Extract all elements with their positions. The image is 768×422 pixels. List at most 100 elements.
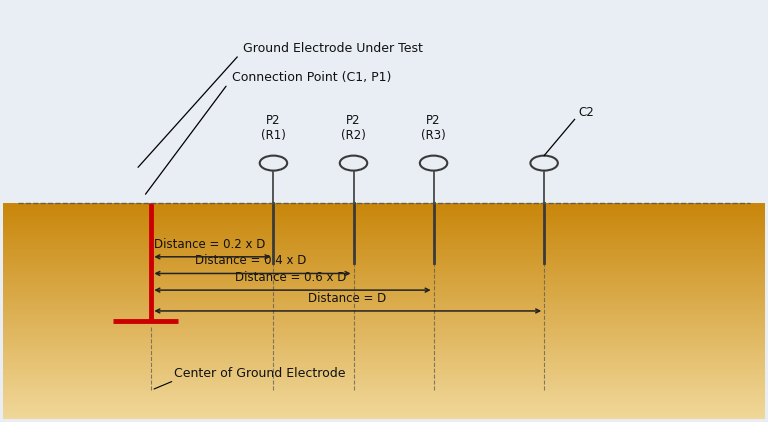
Bar	[3, 352, 765, 354]
Bar	[3, 298, 765, 300]
Bar	[3, 244, 765, 246]
Bar	[3, 233, 765, 235]
Bar	[3, 387, 765, 389]
Bar	[3, 339, 765, 341]
Bar	[3, 272, 765, 274]
Bar	[3, 229, 765, 231]
Bar	[3, 330, 765, 333]
Bar	[3, 411, 765, 413]
Bar	[3, 395, 765, 398]
Bar	[3, 265, 765, 268]
Bar	[3, 220, 765, 222]
Bar	[3, 296, 765, 298]
Bar	[3, 270, 765, 272]
Text: Distance = 0.2 x D: Distance = 0.2 x D	[154, 238, 266, 251]
Bar	[3, 311, 765, 313]
Bar	[3, 307, 765, 309]
Bar	[3, 337, 765, 339]
Text: C2: C2	[578, 106, 594, 119]
Bar	[3, 289, 765, 292]
Bar	[3, 391, 765, 393]
Bar	[3, 402, 765, 404]
Bar	[3, 324, 765, 326]
Text: P2
(R3): P2 (R3)	[421, 114, 446, 142]
Bar	[3, 326, 765, 328]
Bar	[3, 300, 765, 302]
Bar	[3, 222, 765, 225]
Bar	[3, 335, 765, 337]
Bar	[3, 263, 765, 265]
Bar	[3, 389, 765, 391]
Bar	[3, 328, 765, 330]
Bar	[3, 319, 765, 322]
Text: Connection Point (C1, P1): Connection Point (C1, P1)	[231, 71, 391, 84]
Bar	[3, 274, 765, 276]
Bar	[3, 346, 765, 348]
Bar	[3, 211, 765, 214]
Bar	[3, 415, 765, 417]
Bar	[3, 384, 765, 387]
Bar	[3, 357, 765, 359]
Bar	[3, 257, 765, 259]
Text: Distance = 0.4 x D: Distance = 0.4 x D	[195, 254, 306, 267]
Bar	[3, 398, 765, 400]
Bar	[3, 279, 765, 281]
Bar	[3, 304, 765, 307]
Bar	[3, 393, 765, 395]
Bar	[3, 287, 765, 289]
Text: P2
(R1): P2 (R1)	[261, 114, 286, 142]
Bar	[3, 237, 765, 239]
Text: Distance = 0.6 x D: Distance = 0.6 x D	[235, 271, 346, 284]
Text: Center of Ground Electrode: Center of Ground Electrode	[174, 368, 346, 381]
Bar	[3, 259, 765, 261]
Bar	[3, 408, 765, 411]
Bar	[3, 309, 765, 311]
Bar	[3, 216, 765, 218]
Bar	[3, 413, 765, 415]
Text: Distance = D: Distance = D	[308, 292, 386, 305]
Bar	[3, 227, 765, 229]
Bar	[3, 294, 765, 296]
Bar	[3, 276, 765, 279]
Bar	[3, 363, 765, 365]
Bar	[3, 239, 765, 242]
Bar	[3, 369, 765, 372]
Bar	[3, 248, 765, 250]
Text: Ground Electrode Under Test: Ground Electrode Under Test	[243, 42, 423, 55]
Bar	[3, 225, 765, 227]
Bar	[3, 231, 765, 233]
Bar	[3, 285, 765, 287]
Bar	[3, 359, 765, 361]
Bar	[3, 315, 765, 317]
Bar	[3, 382, 765, 384]
Bar	[3, 214, 765, 216]
Text: P2
(R2): P2 (R2)	[341, 114, 366, 142]
Bar	[3, 209, 765, 211]
Bar	[3, 246, 765, 248]
Bar	[3, 348, 765, 350]
Bar	[3, 242, 765, 244]
Bar	[3, 261, 765, 263]
Bar	[3, 322, 765, 324]
Bar	[3, 378, 765, 380]
Bar	[3, 350, 765, 352]
Bar	[3, 374, 765, 376]
Bar	[3, 367, 765, 369]
Bar	[3, 372, 765, 374]
Bar	[3, 207, 765, 209]
Bar	[3, 281, 765, 283]
Bar	[3, 205, 765, 207]
Bar	[3, 302, 765, 304]
Bar	[3, 268, 765, 270]
Bar	[3, 406, 765, 408]
Bar	[3, 341, 765, 344]
Bar	[3, 203, 765, 205]
Bar	[3, 417, 765, 419]
Bar	[3, 376, 765, 378]
Bar	[3, 313, 765, 315]
Bar	[3, 365, 765, 367]
Bar	[3, 380, 765, 382]
Bar	[3, 400, 765, 402]
Bar	[3, 404, 765, 406]
Bar	[3, 317, 765, 319]
